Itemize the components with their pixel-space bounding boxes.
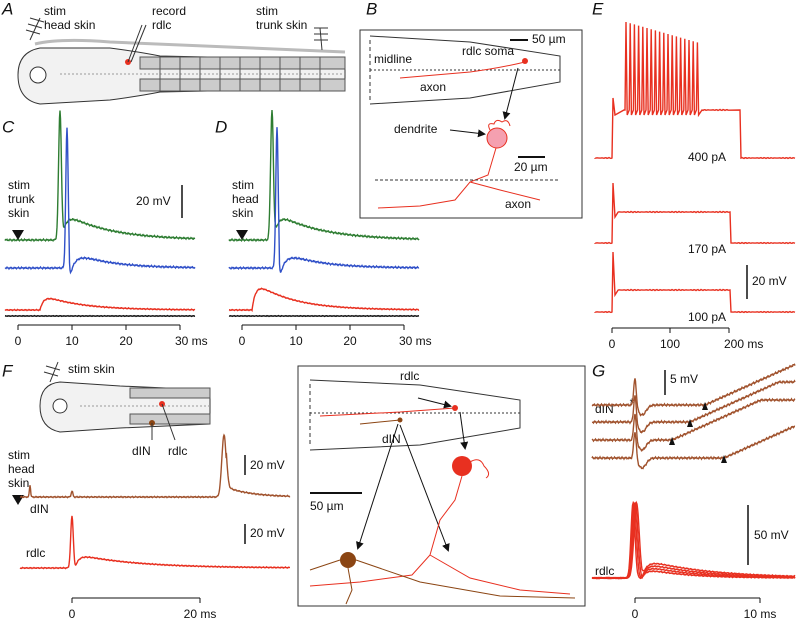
scale-label: 20 mV: [250, 526, 285, 540]
trace: [591, 500, 796, 580]
annotation: stim: [44, 4, 66, 18]
annotation: dendrite: [394, 122, 438, 136]
annotation: stim: [256, 4, 278, 18]
tick-label: 10 ms: [744, 607, 777, 620]
annotation: stim: [232, 178, 254, 192]
annotation: axon: [420, 80, 446, 94]
annotation: rdlc soma: [462, 44, 514, 58]
panel-frame: [359, 29, 583, 219]
arrowhead: [669, 437, 675, 445]
trace: [591, 379, 796, 434]
tick-label: 20 ms: [184, 607, 217, 620]
trace: [19, 515, 290, 570]
tick-label: 30 ms: [175, 334, 208, 348]
panel-frame: [297, 365, 586, 607]
annotation: 100 pA: [688, 310, 726, 324]
annotation: record: [152, 4, 186, 18]
scale-label: 20 mV: [752, 274, 787, 288]
tadpole-schematic: [12, 361, 211, 505]
annotation: dIN: [30, 502, 49, 516]
trace: [591, 363, 796, 417]
tick-label: 0: [609, 337, 616, 351]
trace: [228, 314, 420, 318]
trace: [591, 425, 796, 470]
trace: [228, 287, 420, 313]
tick-label: 0: [239, 334, 246, 348]
arrowhead: [702, 402, 708, 410]
annotation: dIN: [132, 444, 151, 458]
annotation: 400 pA: [688, 150, 726, 164]
tick-label: 0: [69, 607, 76, 620]
arrowhead: [687, 419, 693, 427]
panel-label: E: [592, 0, 604, 18]
annotation: rdlc: [168, 444, 187, 458]
scale-label: 50 µm: [532, 32, 566, 46]
annotation: axon: [505, 197, 531, 211]
tick-label: 0: [632, 607, 639, 620]
panel-label: C: [2, 117, 15, 136]
tick-label: 10: [289, 334, 303, 348]
stim-marker: [12, 230, 24, 240]
trace: [4, 127, 196, 275]
annotation: rdlc: [152, 18, 171, 32]
annotation: trunk skin: [256, 18, 307, 32]
annotation: head: [8, 462, 35, 476]
annotation: head skin: [44, 18, 95, 32]
tick-label: 20: [119, 334, 133, 348]
panel-label: A: [1, 0, 13, 18]
annotation: skin: [8, 476, 29, 490]
trace: [228, 127, 420, 273]
trace: [19, 433, 291, 499]
tadpole-schematic: [17, 17, 346, 105]
tick-label: 0: [15, 334, 22, 348]
panel-label: F: [2, 361, 14, 380]
scale-label: 50 mV: [754, 528, 789, 542]
annotation: stim: [8, 448, 30, 462]
annotation: stim skin: [68, 362, 115, 376]
tick-label: 10: [65, 334, 79, 348]
trace: [591, 397, 796, 452]
scale-label: 50 µm: [310, 499, 344, 513]
annotation: trunk: [8, 192, 36, 206]
tick-label: 200 ms: [724, 337, 763, 351]
panel-label: D: [215, 117, 227, 136]
trace: [594, 182, 796, 245]
annotation: skin: [8, 206, 29, 220]
tick-label: 30 ms: [399, 334, 432, 348]
annotation: rdlc: [595, 564, 614, 578]
scale-label: 20 mV: [136, 194, 171, 208]
arrowhead: [721, 455, 727, 463]
panel-label: G: [592, 361, 605, 380]
annotation: dIN: [382, 432, 401, 446]
neuron-drawing: [369, 35, 561, 209]
stim-marker: [236, 230, 248, 240]
trace: [228, 109, 420, 243]
annotation: 170 pA: [688, 242, 726, 256]
trace: [594, 21, 796, 160]
annotation: rdlc: [400, 369, 419, 383]
tick-label: 100: [660, 337, 680, 351]
scale-label: 5 mV: [670, 372, 698, 386]
scale-label: 20 µm: [514, 160, 548, 174]
annotation: rdlc: [26, 546, 45, 560]
scale-label: 20 mV: [250, 458, 285, 472]
panel-label: B: [366, 0, 377, 18]
neuron-drawing: [309, 379, 576, 605]
trace: [4, 314, 196, 318]
annotation: skin: [232, 206, 253, 220]
trace: [4, 110, 196, 243]
annotation: stim: [8, 178, 30, 192]
annotation: head: [232, 192, 259, 206]
annotation: midline: [374, 52, 412, 66]
trace: [4, 297, 196, 312]
tick-label: 20: [343, 334, 357, 348]
trace: [594, 251, 796, 314]
